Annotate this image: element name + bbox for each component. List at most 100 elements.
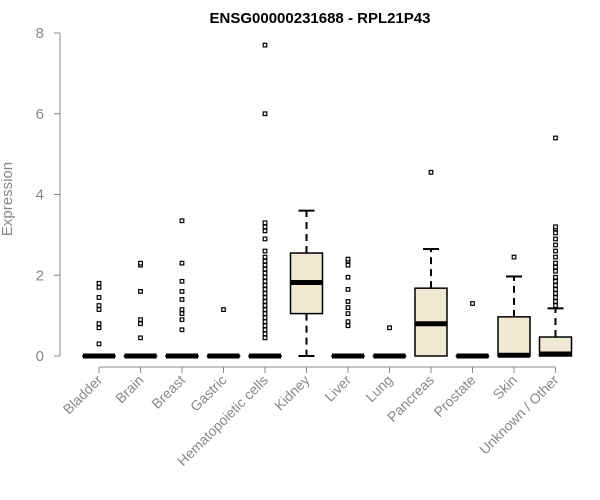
outlier-point <box>262 299 268 304</box>
box-group <box>455 301 490 359</box>
outlier-point <box>553 303 558 308</box>
outlier-point <box>96 341 102 347</box>
outlier-point <box>179 317 185 323</box>
outlier-point <box>345 311 351 317</box>
x-tick-label: Bladder <box>60 372 106 418</box>
box-group <box>289 209 324 357</box>
outlier-point <box>553 230 558 236</box>
outlier-point <box>179 289 185 294</box>
outlier-point <box>345 256 351 262</box>
y-tick-label: 2 <box>36 267 44 284</box>
outlier-point <box>262 258 268 264</box>
box-group <box>372 325 407 359</box>
outlier-point <box>96 295 102 300</box>
outlier-point <box>553 264 558 270</box>
outlier-point <box>138 335 143 341</box>
outlier-point <box>470 301 475 306</box>
outlier-point <box>179 307 185 312</box>
outlier-point <box>553 224 558 230</box>
outlier-point <box>262 323 268 329</box>
outlier-point <box>553 260 558 266</box>
outlier-point <box>428 169 434 175</box>
outlier-point <box>262 291 268 296</box>
outlier-point <box>262 331 268 337</box>
x-tick-label: Unknown / Other <box>476 372 562 458</box>
outlier-point <box>138 317 143 323</box>
outlier-point <box>179 327 185 333</box>
outlier-point <box>262 224 268 230</box>
box-group <box>497 254 531 358</box>
outlier-point <box>345 299 351 304</box>
outlier-point <box>553 135 558 141</box>
box-group <box>82 280 116 359</box>
outlier-point <box>262 274 268 280</box>
box-group <box>206 307 241 359</box>
outlier-point <box>262 42 268 48</box>
box-group <box>538 135 573 357</box>
outlier-point <box>345 274 351 280</box>
box-group <box>414 169 448 357</box>
box <box>497 316 531 357</box>
outlier-point <box>345 323 351 329</box>
outlier-point <box>179 278 185 284</box>
y-tick-label: 8 <box>36 25 44 42</box>
x-tick-label: Liver <box>321 372 354 405</box>
chart-title: ENSG00000231688 - RPL21P43 <box>210 10 431 27</box>
outlier-point <box>138 260 143 266</box>
outlier-point <box>96 321 102 327</box>
outlier-point <box>262 228 268 234</box>
outlier-point <box>262 266 268 272</box>
outlier-point <box>553 299 558 304</box>
outlier-point <box>553 291 558 296</box>
outlier-point <box>96 284 102 290</box>
outlier-point <box>345 305 351 310</box>
outlier-point <box>262 254 268 260</box>
outlier-point <box>262 335 268 341</box>
outlier-point <box>553 254 558 260</box>
outlier-point <box>553 236 558 242</box>
outlier-point <box>387 325 392 331</box>
outlier-point <box>262 303 268 308</box>
outlier-point <box>262 248 268 254</box>
outlier-point <box>553 282 558 288</box>
x-tick-label: Kidney <box>271 372 313 414</box>
outlier-point <box>96 303 102 308</box>
outlier-point <box>138 321 143 327</box>
boxes-group <box>82 42 573 359</box>
outlier-point <box>96 325 102 331</box>
outlier-point <box>262 311 268 317</box>
outlier-point <box>262 220 268 226</box>
outlier-point <box>262 282 268 288</box>
outlier-point <box>96 307 102 312</box>
outlier-point <box>345 262 351 268</box>
outlier-point <box>262 286 268 292</box>
x-tick-label: Brain <box>112 372 146 406</box>
y-tick-label: 6 <box>36 106 44 123</box>
outlier-point <box>553 278 558 284</box>
y-axis-label: Expression <box>0 162 16 236</box>
box-group <box>165 218 199 359</box>
outlier-point <box>262 319 268 325</box>
outlier-point <box>553 295 558 300</box>
outlier-point <box>138 289 143 294</box>
outlier-point <box>511 254 517 260</box>
outlier-point <box>96 280 102 286</box>
outlier-point <box>179 218 185 224</box>
y-tick-label: 4 <box>36 187 44 204</box>
x-tick-label: Lung <box>362 372 395 405</box>
outlier-point <box>179 311 185 317</box>
outlier-point <box>553 268 558 274</box>
outlier-point <box>262 307 268 312</box>
outlier-point <box>262 270 268 276</box>
outlier-point <box>262 295 268 300</box>
box-group <box>331 256 365 359</box>
outlier-point <box>553 274 558 280</box>
outlier-point <box>179 297 185 302</box>
outlier-point <box>262 315 268 321</box>
outlier-point <box>262 262 268 268</box>
outlier-point <box>553 248 558 254</box>
box-group <box>123 260 158 359</box>
outlier-point <box>553 242 558 248</box>
